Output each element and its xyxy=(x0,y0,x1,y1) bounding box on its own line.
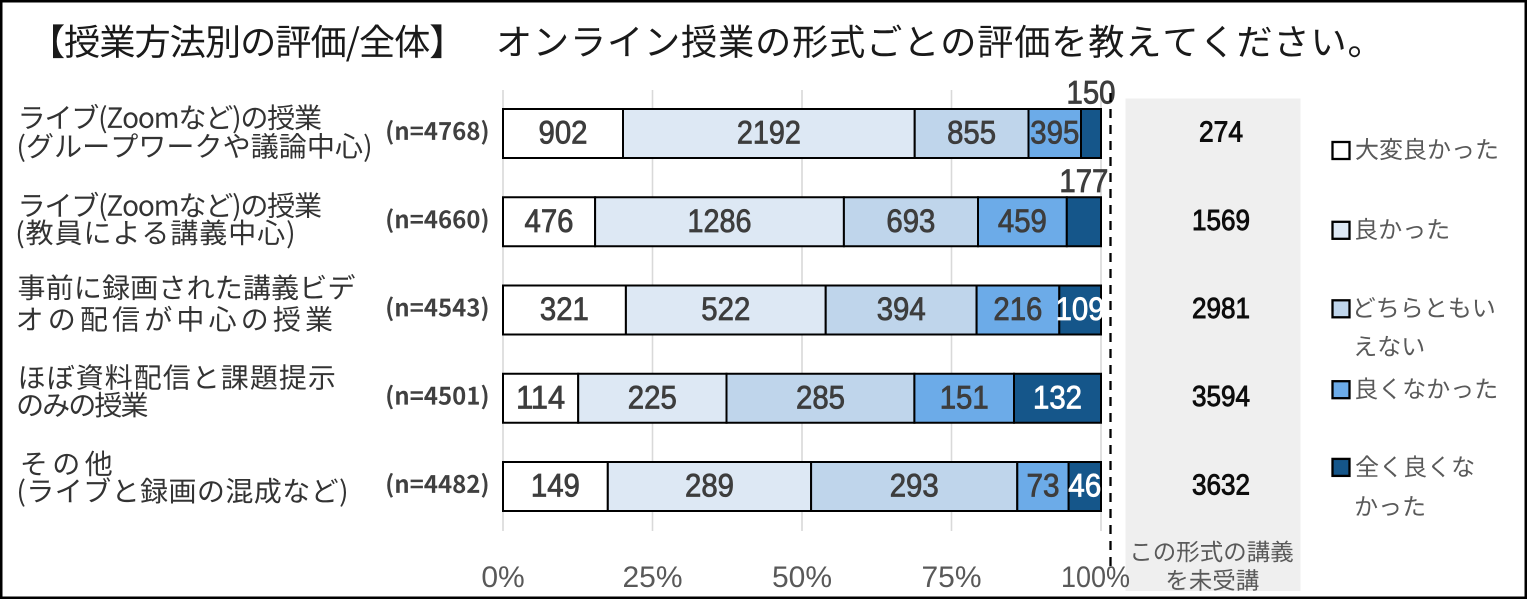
svg-text:289: 289 xyxy=(685,468,734,504)
svg-text:25%: 25% xyxy=(622,561,682,594)
svg-text:46: 46 xyxy=(1068,468,1101,504)
svg-text:132: 132 xyxy=(1033,379,1082,415)
svg-text:285: 285 xyxy=(796,379,845,415)
svg-text:50%: 50% xyxy=(772,561,832,594)
svg-text:73: 73 xyxy=(1027,468,1060,504)
svg-text:1569: 1569 xyxy=(1192,205,1250,237)
svg-text:522: 522 xyxy=(701,291,750,327)
svg-text:177: 177 xyxy=(1059,163,1108,199)
svg-text:395: 395 xyxy=(1030,115,1079,151)
svg-text:476: 476 xyxy=(525,203,574,239)
svg-text:274: 274 xyxy=(1199,117,1243,149)
svg-text:225: 225 xyxy=(628,379,677,415)
svg-text:75%: 75% xyxy=(921,561,981,594)
svg-text:150: 150 xyxy=(1067,75,1116,111)
svg-text:0%: 0% xyxy=(481,561,524,594)
svg-text:2192: 2192 xyxy=(737,115,801,151)
svg-text:293: 293 xyxy=(890,468,939,504)
svg-text:459: 459 xyxy=(998,203,1047,239)
svg-text:2981: 2981 xyxy=(1192,293,1250,325)
svg-text:1286: 1286 xyxy=(688,203,752,239)
svg-text:216: 216 xyxy=(993,291,1042,327)
svg-text:902: 902 xyxy=(539,115,588,151)
svg-text:321: 321 xyxy=(540,291,589,327)
svg-text:149: 149 xyxy=(531,468,580,504)
svg-text:394: 394 xyxy=(877,291,926,327)
svg-text:100%: 100% xyxy=(1061,561,1130,594)
svg-text:855: 855 xyxy=(947,115,996,151)
svg-text:109: 109 xyxy=(1056,291,1105,327)
svg-text:3594: 3594 xyxy=(1192,381,1250,413)
svg-text:693: 693 xyxy=(886,203,935,239)
svg-text:151: 151 xyxy=(940,379,989,415)
svg-text:114: 114 xyxy=(516,379,565,415)
svg-text:3632: 3632 xyxy=(1192,470,1250,502)
